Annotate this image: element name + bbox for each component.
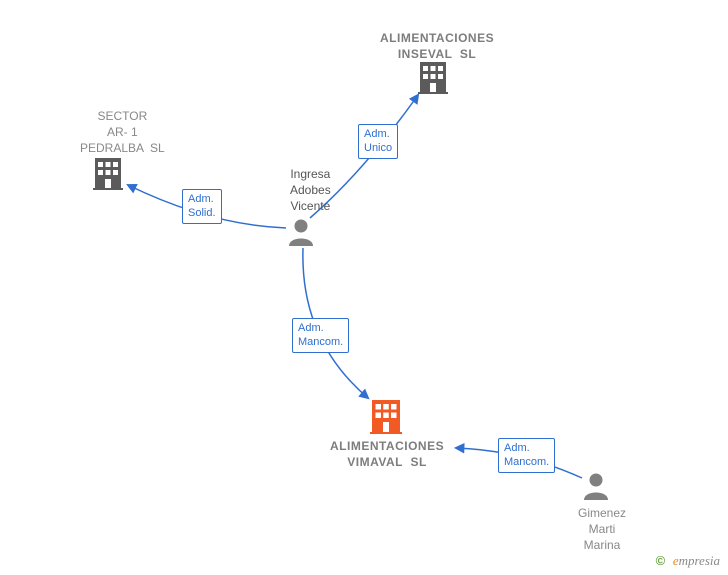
copyright-symbol: © (656, 553, 666, 568)
person-icon (288, 218, 314, 246)
building-icon (93, 158, 123, 190)
edge-label: Adm. Mancom. (498, 438, 555, 473)
brand-rest: mpresia (679, 553, 720, 568)
edge-label: Adm. Unico (358, 124, 398, 159)
node-marina: Gimenez Marti Marina (578, 505, 626, 554)
edge-label: Adm. Mancom. (292, 318, 349, 353)
node-vimaval-label: ALIMENTACIONES VIMAVAL SL (330, 438, 444, 470)
node-marina-label: Gimenez Marti Marina (578, 505, 626, 554)
node-pedralba-label: SECTOR AR- 1 PEDRALBA SL (80, 108, 165, 157)
node-inseval-label: ALIMENTACIONES INSEVAL SL (380, 30, 494, 62)
node-vimaval: ALIMENTACIONES VIMAVAL SL (330, 438, 444, 470)
node-pedralba: SECTOR AR- 1 PEDRALBA SL (80, 108, 165, 157)
node-inseval: ALIMENTACIONES INSEVAL SL (380, 30, 494, 62)
person-icon (583, 472, 609, 500)
edge-label: Adm. Solid. (182, 189, 222, 224)
building-icon (418, 62, 448, 94)
edges-layer (0, 0, 728, 575)
node-vicente-label: Ingresa Adobes Vicente (290, 166, 331, 215)
footer-brand: © empresia (656, 553, 720, 569)
node-vicente: Ingresa Adobes Vicente (290, 166, 331, 215)
building-icon (370, 400, 402, 434)
